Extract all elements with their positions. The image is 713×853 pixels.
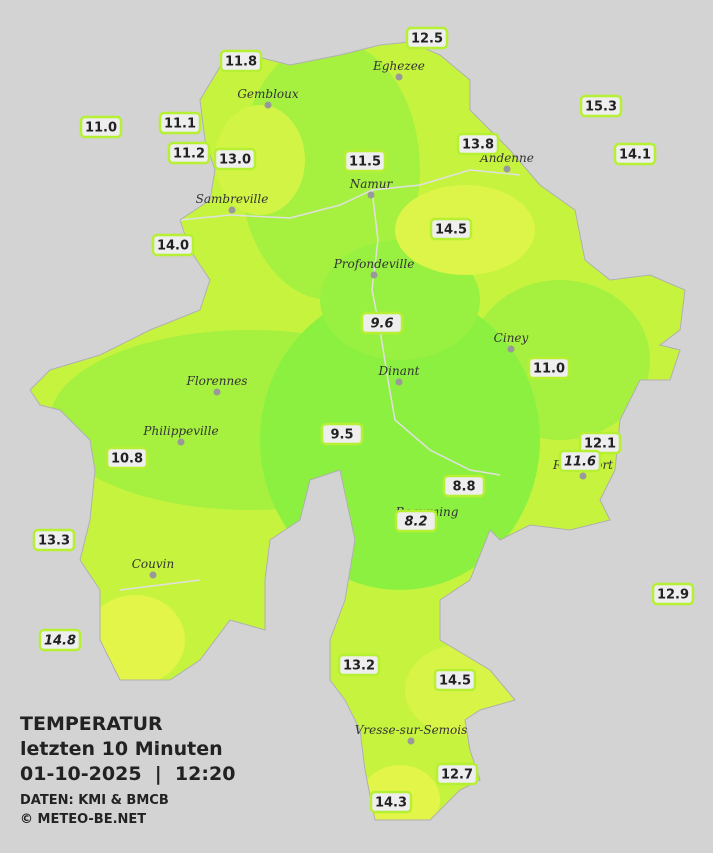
city-dot [213, 388, 221, 396]
city-name: Philippeville [142, 424, 218, 438]
city-dot [395, 73, 403, 81]
station-box [433, 668, 477, 692]
station-box [337, 653, 381, 677]
station-value: 14.5 [435, 223, 467, 238]
station-box [320, 422, 364, 446]
city-dot [228, 206, 236, 214]
station-value: 12.5 [411, 32, 443, 47]
city-dot [370, 271, 378, 279]
station-value: 11.2 [173, 147, 205, 162]
station-value: 12.9 [657, 588, 689, 603]
city-dot [149, 571, 157, 579]
station-box [79, 115, 123, 139]
station-value: 13.3 [38, 534, 70, 549]
station-value: 11.1 [164, 117, 196, 132]
city-name: Florennes [186, 374, 248, 388]
station-box [38, 628, 82, 652]
station-box [558, 449, 602, 473]
station-value: 11.0 [533, 362, 565, 377]
city-dot [503, 165, 511, 173]
city-name: Dinant [378, 364, 420, 378]
station-value: 8.2 [404, 515, 427, 530]
station-box [579, 94, 623, 118]
station-box [456, 132, 500, 156]
rivers [119, 169, 521, 591]
station-value: 12.1 [584, 437, 616, 452]
city-dot [395, 378, 403, 386]
station-value: 11.5 [349, 155, 381, 170]
station-box [151, 233, 195, 257]
credit-line: DATEN: KMI & BMCB [20, 793, 169, 808]
station-value: 9.5 [330, 428, 353, 443]
station-value: 14.5 [439, 674, 471, 689]
station-value: 8.8 [452, 480, 475, 495]
station-box [213, 147, 257, 171]
station-box [167, 141, 211, 165]
station-value: 9.6 [370, 317, 393, 332]
city-dot [507, 345, 515, 353]
station-box [105, 446, 149, 470]
title-line: letzten 10 Minuten [20, 738, 223, 760]
city-name: Sambreville [196, 192, 269, 206]
station-box [442, 474, 486, 498]
station-value: 14.1 [619, 148, 651, 163]
station-value: 15.3 [585, 100, 617, 115]
station-value: 14.0 [157, 239, 189, 254]
station-box [343, 149, 387, 173]
city-dot [407, 737, 415, 745]
station-value: 14.8 [44, 634, 76, 649]
city-dot [177, 438, 185, 446]
station-box [613, 142, 657, 166]
station-value: 13.8 [462, 138, 494, 153]
city-name: Ciney [494, 331, 529, 345]
station-box [429, 217, 473, 241]
station-value: 11.6 [564, 455, 596, 470]
station-value: 14.3 [375, 796, 407, 811]
title-line: TEMPERATUR [20, 713, 163, 735]
station-box [32, 528, 76, 552]
station-value: 10.8 [111, 452, 143, 467]
title-line: 01-10-2025 | 12:20 [20, 763, 235, 785]
city-name: Gembloux [237, 87, 299, 101]
station-box [527, 356, 571, 380]
city-name: Eghezee [372, 59, 425, 73]
city-dot [264, 101, 272, 109]
station-value: 13.0 [219, 153, 251, 168]
station-box [651, 582, 695, 606]
city-name: Vresse-sur-Semois [355, 723, 468, 737]
title-block: TEMPERATUR letzten 10 Minuten 01-10-2025 |… [20, 713, 235, 827]
city-name: Namur [349, 177, 394, 191]
stations: 12.5 11.8 15.3 11.0 11.1 13.8 14.1 11.2 13.0 11.5… [32, 26, 695, 814]
station-value: 12.7 [441, 768, 473, 783]
station-box [219, 49, 263, 73]
station-box [158, 111, 202, 135]
station-value: 11.8 [225, 55, 257, 70]
station-box [369, 790, 413, 814]
credit-line: © METEO-BE.NET [20, 812, 146, 827]
station-box [394, 509, 438, 533]
station-value: 11.0 [85, 121, 117, 136]
city-name: Couvin [132, 557, 174, 571]
city-name: Profondeville [333, 257, 415, 271]
station-box [405, 26, 449, 50]
station-value: 13.2 [343, 659, 375, 674]
station-box [435, 762, 479, 786]
city-dot [367, 191, 375, 199]
station-box [360, 311, 404, 335]
city-dot [579, 472, 587, 480]
